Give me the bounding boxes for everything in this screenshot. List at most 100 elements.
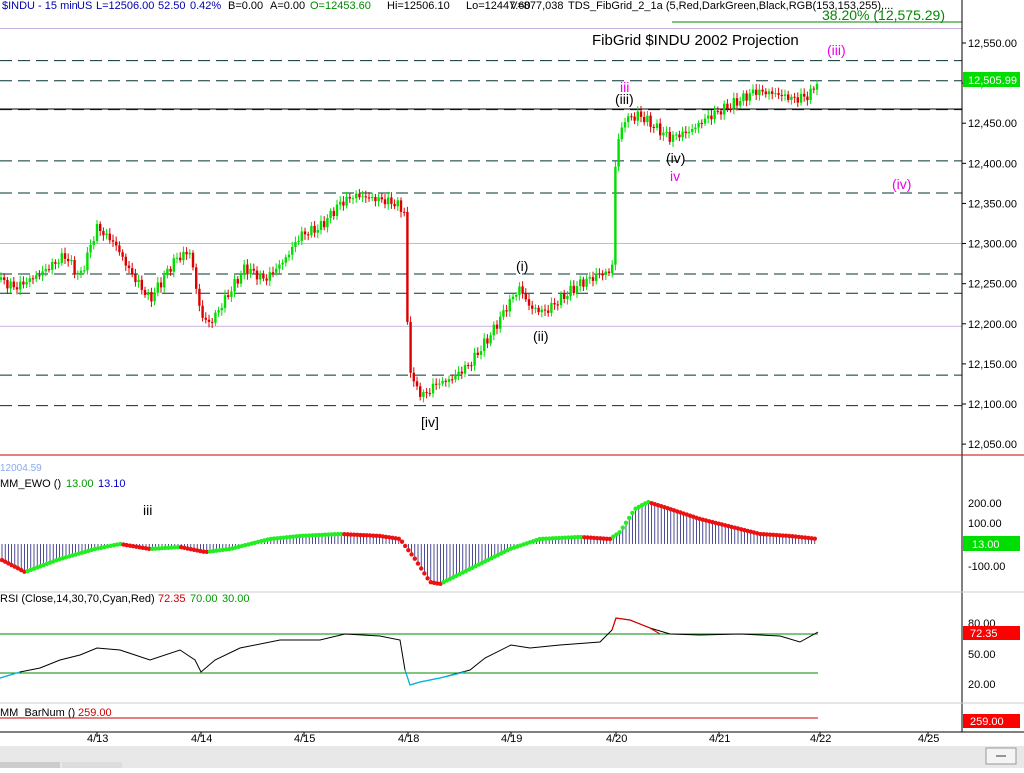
ewo-val1: 13.00: [66, 478, 94, 490]
candle-body: [652, 126, 655, 128]
candles: [0, 80, 819, 403]
candle-body: [255, 270, 259, 280]
candle-body: [182, 251, 185, 261]
date-tick-label: 4/22: [810, 733, 831, 745]
date-tick-label: 4/19: [501, 733, 522, 745]
candle-body: [716, 110, 719, 112]
thin-lines: [0, 28, 962, 327]
ewo-dot: [563, 535, 568, 540]
candle-body: [796, 97, 799, 103]
ewo-dot: [403, 543, 408, 549]
ewo-dot: [358, 532, 363, 538]
candle-body: [3, 277, 6, 280]
candle-body: [284, 257, 287, 263]
candle-body: [204, 317, 207, 320]
ewo-dot: [153, 546, 158, 551]
price-tick-label: 12,200.00: [968, 319, 1017, 331]
candle-body: [815, 83, 819, 90]
ewo-dot: [268, 536, 273, 542]
header-exchange: US: [77, 0, 92, 12]
ewo-dot: [780, 533, 785, 538]
ewo-dot: [355, 532, 360, 538]
candle-body: [399, 200, 403, 212]
candle-body: [806, 96, 809, 101]
candle-body: [383, 199, 387, 205]
ewo-dot: [294, 534, 299, 539]
ewo-dot: [627, 515, 632, 521]
candle-body: [118, 245, 121, 253]
candle-body: [111, 240, 115, 242]
ewo-dot: [166, 545, 171, 550]
candle-body: [51, 261, 54, 270]
candle-body: [403, 211, 406, 213]
ewo-dot: [313, 533, 318, 538]
candle-body: [687, 131, 691, 134]
wave-label-iii-black: (iii): [615, 91, 634, 107]
candle-body: [527, 299, 531, 306]
fib-label: 38.20% (12,575.29): [822, 7, 945, 23]
candle-body: [19, 281, 22, 290]
candle-body: [441, 380, 444, 384]
candle-body: [371, 196, 374, 198]
barnum-current-text: 259.00: [970, 716, 1004, 728]
candle-body: [486, 338, 489, 344]
price-tick-label: 12,450.00: [968, 118, 1017, 130]
ewo-dot: [569, 535, 574, 540]
ewo-dot: [579, 534, 584, 540]
ewo-dot: [537, 536, 542, 542]
ewo-dot: [419, 566, 424, 571]
header-bid: B=0.00: [228, 0, 263, 12]
candle-body: [54, 261, 57, 264]
scrollbar-tab-1[interactable]: [0, 762, 60, 768]
candle-body: [739, 101, 742, 106]
candle-body: [47, 269, 51, 271]
header-open: O=12453.60: [310, 0, 371, 12]
candle-body: [534, 307, 537, 309]
candle-body: [470, 365, 473, 367]
candle-body: [428, 393, 431, 395]
ewo-dot: [281, 535, 286, 540]
candle-body: [799, 93, 803, 103]
scrollbar-track[interactable]: [0, 746, 1024, 768]
ewo-dot: [310, 533, 315, 538]
candle-body: [419, 386, 422, 397]
candle-body: [230, 291, 233, 297]
ewo-dot: [620, 525, 625, 530]
rsi-oversold-segment: [404, 669, 466, 686]
ewo-dot: [777, 533, 782, 538]
candle-body: [223, 295, 227, 308]
candle-body: [207, 319, 211, 322]
candle-body: [662, 132, 665, 136]
ewo-dot: [220, 547, 225, 553]
candle-body: [435, 383, 438, 385]
header-change: 52.50: [158, 0, 186, 12]
header-high: Hi=12506.10: [387, 0, 450, 12]
price-tick-label: 12,400.00: [968, 158, 1017, 170]
ewo-dot: [415, 561, 421, 566]
ewo-dot: [332, 532, 337, 537]
scrollbar-tab-2[interactable]: [62, 762, 122, 768]
candle-body: [243, 264, 246, 274]
candle-body: [323, 221, 326, 228]
candle-body: [348, 196, 351, 199]
candle-body: [505, 310, 508, 312]
current-price-badge: [963, 72, 1020, 87]
candle-body: [185, 251, 188, 255]
candle-body: [601, 274, 604, 276]
candle-body: [556, 304, 559, 306]
price-axis-ticks: 12,550.0012,500.0012,450.0012,400.0012,3…: [962, 38, 1017, 451]
date-axis: 4/13 4/14 4/15 4/18 4/19 4/20 4/21 4/22 4/25: [87, 732, 939, 745]
candle-body: [41, 271, 44, 276]
ewo-dot: [271, 536, 277, 541]
ewo-dot: [377, 533, 382, 539]
candle-body: [137, 279, 140, 283]
barnum-current-badge: [963, 714, 1020, 728]
candle-body: [339, 201, 342, 205]
ewo-current-badge: [963, 536, 1020, 551]
candle-body: [79, 270, 83, 273]
ewo-dot: [371, 533, 376, 538]
ewo-dot: [796, 534, 801, 540]
candle-body: [767, 91, 771, 95]
candle-body: [291, 246, 294, 255]
candle-body: [454, 375, 457, 380]
